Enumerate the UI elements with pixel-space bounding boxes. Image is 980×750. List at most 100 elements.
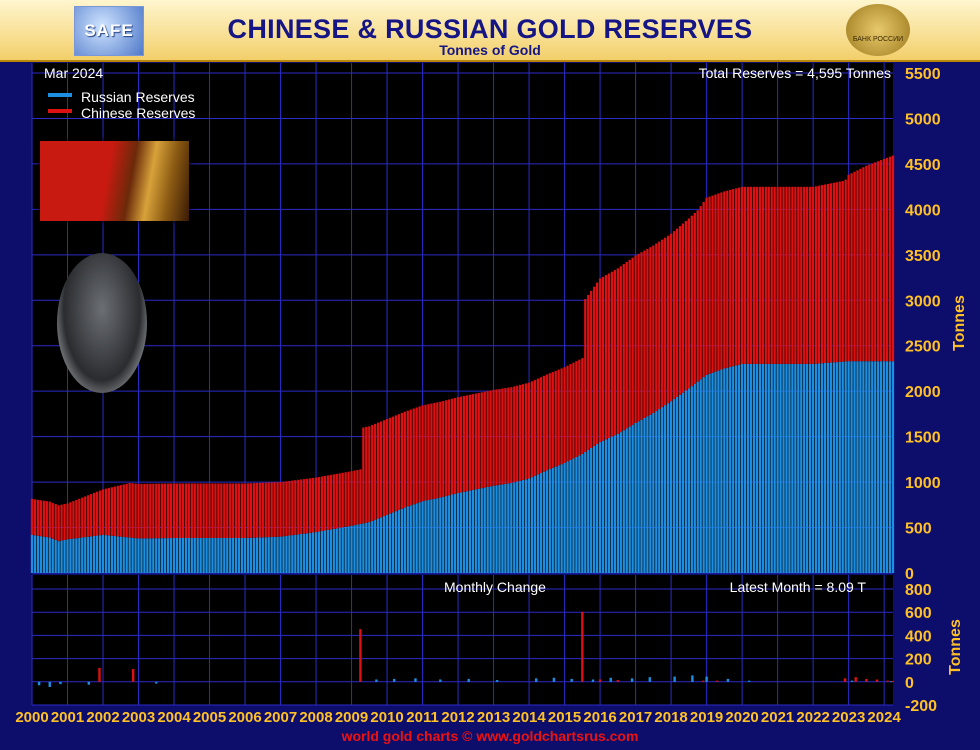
chinese-reserve-bar <box>347 471 350 527</box>
russian-reserve-bar <box>859 361 862 573</box>
russian-reserve-bar <box>220 538 223 573</box>
russian-reserve-bar <box>640 419 643 573</box>
russian-reserve-bar <box>424 500 427 573</box>
russian-monthly-change-bar <box>673 676 676 682</box>
chinese-reserve-bar <box>276 482 279 537</box>
monthly-ytick-label: 400 <box>905 628 932 645</box>
xtick-label: 2011 <box>406 709 439 726</box>
russian-reserve-bar <box>125 537 128 573</box>
chinese-reserve-bar <box>687 218 690 389</box>
chinese-reserve-bar <box>888 156 892 362</box>
russian-reserve-bar <box>542 471 546 573</box>
russian-reserve-bar <box>456 493 460 573</box>
chinese-reserve-bar <box>63 504 66 540</box>
chinese-reserve-bar <box>877 161 880 362</box>
russian-reserve-bar <box>36 535 40 573</box>
chinese-reserve-bar <box>468 394 472 491</box>
chinese-reserve-bar <box>729 189 732 367</box>
russian-reserve-bar <box>699 379 702 573</box>
russian-reserve-bar <box>205 538 208 573</box>
chinese-reserve-bar <box>492 389 495 486</box>
xtick-label: 2012 <box>441 709 474 726</box>
chinese-reserve-bar <box>356 469 359 525</box>
xtick-label: 2019 <box>690 709 723 726</box>
russian-reserve-bar <box>163 538 167 573</box>
russian-reserve-bar <box>152 538 155 573</box>
russian-reserve-bar <box>619 432 622 573</box>
chinese-reserve-bar <box>595 282 599 445</box>
monthly-plot-area <box>32 575 893 705</box>
russian-reserve-bar <box>806 363 809 573</box>
russian-reserve-bar <box>95 535 99 573</box>
russian-reserve-bar <box>820 363 824 573</box>
chinese-reserve-bar <box>104 488 108 536</box>
chinese-reserve-bar <box>374 423 377 520</box>
russian-reserve-bar <box>353 525 356 573</box>
chinese-reserve-bar <box>587 294 590 450</box>
chinese-reserve-bar <box>495 389 498 486</box>
russian-reserve-bar <box>545 470 548 573</box>
russian-reserve-bar <box>442 496 445 573</box>
russian-reserve-bar <box>237 538 241 573</box>
chinese-reserve-bar <box>291 480 294 536</box>
russian-reserve-bar <box>122 536 125 573</box>
date-label: Mar 2024 <box>44 65 103 81</box>
russian-reserve-bar <box>868 361 871 573</box>
russian-reserve-bar <box>291 535 294 573</box>
chinese-reserve-bar <box>610 271 614 437</box>
main-ytick-label: 500 <box>905 521 932 538</box>
chinese-reserve-bar <box>607 273 611 438</box>
chinese-reserve-bar <box>382 420 386 517</box>
xtick-label: 2001 <box>51 709 84 726</box>
chinese-reserve-bar <box>134 483 137 539</box>
russian-reserve-bar <box>285 535 288 573</box>
russian-reserve-bar <box>282 536 285 573</box>
russian-reserve-bar <box>69 538 72 573</box>
chinese-reserve-bar <box>684 220 688 391</box>
chinese-reserve-bar <box>270 482 273 537</box>
chinese-reserve-bar <box>838 181 841 362</box>
russian-reserve-bar <box>856 361 859 573</box>
chinese-reserve-bar <box>285 481 288 536</box>
russian-reserve-bar <box>595 444 599 573</box>
chinese-reserve-bar <box>868 164 871 362</box>
russian-reserve-bar <box>412 504 415 573</box>
russian-monthly-change-bar <box>59 681 62 685</box>
xtick-label: 2007 <box>264 709 297 726</box>
russian-reserve-bar <box>211 538 214 573</box>
chinese-reserve-bar <box>661 239 664 408</box>
chinese-reserve-bar <box>809 186 812 364</box>
russian-reserve-bar <box>681 392 685 573</box>
russian-reserve-bar <box>371 520 374 573</box>
russian-reserve-bar <box>575 456 578 573</box>
monthly-ytick-label: 0 <box>905 675 914 692</box>
russian-reserve-bar <box>409 505 412 573</box>
russian-reserve-bar <box>853 361 856 573</box>
chinese-reserve-bar <box>190 483 193 538</box>
chinese-reserve-bar <box>681 223 685 393</box>
russian-reserve-bar <box>711 372 714 573</box>
russian-reserve-bar <box>391 512 395 573</box>
chinese-monthly-change-bar <box>701 680 705 682</box>
chinese-reserve-bar <box>737 187 741 365</box>
chinese-reserve-bar <box>226 483 229 538</box>
russian-reserve-bar <box>196 538 199 573</box>
chinese-reserve-bar <box>640 252 643 420</box>
chinese-reserve-bar <box>181 483 185 538</box>
chinese-monthly-change-bar <box>716 680 719 682</box>
chinese-reserve-bar <box>427 404 430 500</box>
russian-reserve-bar <box>104 535 108 573</box>
russian-reserve-bar <box>788 363 791 573</box>
chinese-reserve-bar <box>717 193 720 371</box>
chinese-reserve-bar <box>279 482 282 537</box>
chinese-reserve-bar <box>199 483 202 538</box>
chinese-reserve-bar <box>477 392 480 489</box>
chinese-reserve-bar <box>785 186 788 364</box>
russian-reserve-bar <box>190 538 193 573</box>
russian-reserve-bar <box>347 526 350 573</box>
chinese-reserve-bar <box>196 483 199 538</box>
safe-logo: SAFE <box>74 6 144 56</box>
russian-reserve-bar <box>235 538 238 573</box>
chinese-reserve-bar <box>240 483 244 538</box>
chinese-reserve-bar <box>36 499 40 536</box>
